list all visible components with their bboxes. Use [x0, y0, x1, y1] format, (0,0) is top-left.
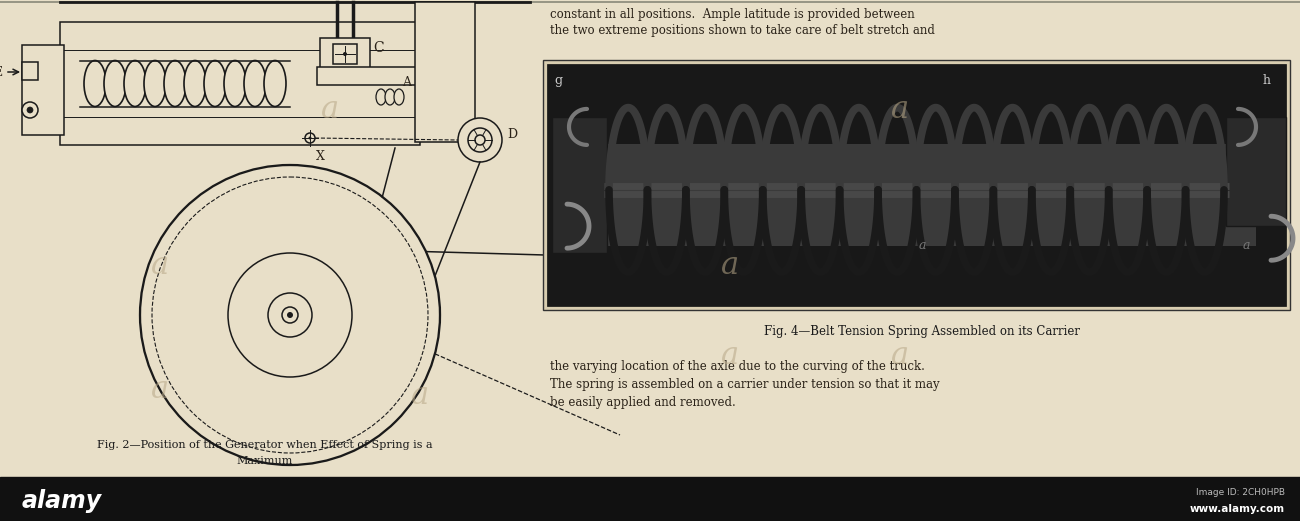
Text: a: a: [891, 94, 909, 126]
Ellipse shape: [394, 89, 404, 105]
Ellipse shape: [84, 60, 107, 106]
Bar: [333, 44, 358, 64]
Text: a: a: [919, 239, 926, 252]
Circle shape: [22, 102, 38, 118]
Text: a: a: [722, 340, 740, 370]
Bar: [1226, 117, 1286, 226]
Text: A: A: [402, 77, 411, 90]
Ellipse shape: [264, 60, 286, 106]
Circle shape: [308, 137, 312, 140]
Text: constant in all positions.  Ample latitude is provided between: constant in all positions. Ample latitud…: [550, 8, 915, 21]
Ellipse shape: [164, 60, 186, 106]
Ellipse shape: [376, 89, 386, 105]
Ellipse shape: [244, 60, 266, 106]
Text: X: X: [316, 150, 325, 163]
Text: g: g: [554, 74, 562, 87]
Text: a: a: [1243, 239, 1249, 252]
Circle shape: [343, 52, 347, 56]
Text: h: h: [1264, 74, 1271, 87]
Circle shape: [474, 135, 485, 145]
Ellipse shape: [144, 60, 166, 106]
Ellipse shape: [185, 60, 205, 106]
Text: a: a: [722, 250, 740, 280]
Ellipse shape: [104, 60, 126, 106]
Text: The spring is assembled on a carrier under tension so that it may: The spring is assembled on a carrier und…: [550, 378, 940, 391]
Text: C: C: [373, 41, 384, 55]
Text: Image ID: 2CH0HPB: Image ID: 2CH0HPB: [1196, 488, 1284, 497]
Ellipse shape: [224, 60, 246, 106]
Circle shape: [306, 133, 315, 143]
Circle shape: [227, 253, 352, 377]
Bar: [547, 64, 1286, 306]
Ellipse shape: [385, 89, 395, 105]
Bar: [320, 38, 370, 70]
Bar: [22, 62, 38, 80]
Text: a: a: [411, 379, 429, 411]
Text: D: D: [507, 129, 517, 142]
Circle shape: [268, 293, 312, 337]
Circle shape: [27, 107, 32, 113]
Circle shape: [458, 118, 502, 162]
Text: www.alamy.com: www.alamy.com: [1190, 504, 1284, 514]
Text: a: a: [321, 94, 339, 126]
Text: Fig. 4—Belt Tension Spring Assembled on its Carrier: Fig. 4—Belt Tension Spring Assembled on …: [764, 325, 1080, 338]
Text: Fig. 2—Position of the Generator when Effect of Spring is a: Fig. 2—Position of the Generator when Ef…: [98, 440, 433, 450]
Circle shape: [140, 165, 439, 465]
Text: the two extreme positions shown to take care of belt stretch and: the two extreme positions shown to take …: [550, 24, 935, 37]
Text: a: a: [151, 375, 169, 405]
Text: alamy: alamy: [22, 489, 103, 513]
Text: Maximum: Maximum: [237, 456, 294, 466]
Ellipse shape: [124, 60, 146, 106]
Bar: [577, 144, 1256, 246]
Ellipse shape: [204, 60, 226, 106]
Bar: [22, 45, 64, 135]
Circle shape: [287, 312, 292, 318]
Bar: [60, 22, 420, 145]
Circle shape: [468, 128, 491, 152]
Text: be easily applied and removed.: be easily applied and removed.: [550, 396, 736, 409]
Text: the varying location of the axle due to the curving of the truck.: the varying location of the axle due to …: [550, 360, 924, 373]
Bar: [0, 477, 1300, 521]
Circle shape: [282, 307, 298, 323]
Text: a: a: [891, 340, 909, 370]
Bar: [552, 117, 607, 253]
Bar: [415, 2, 474, 142]
Text: E: E: [0, 66, 3, 79]
Bar: [543, 60, 1290, 310]
Bar: [317, 67, 426, 85]
Text: a: a: [151, 250, 169, 280]
